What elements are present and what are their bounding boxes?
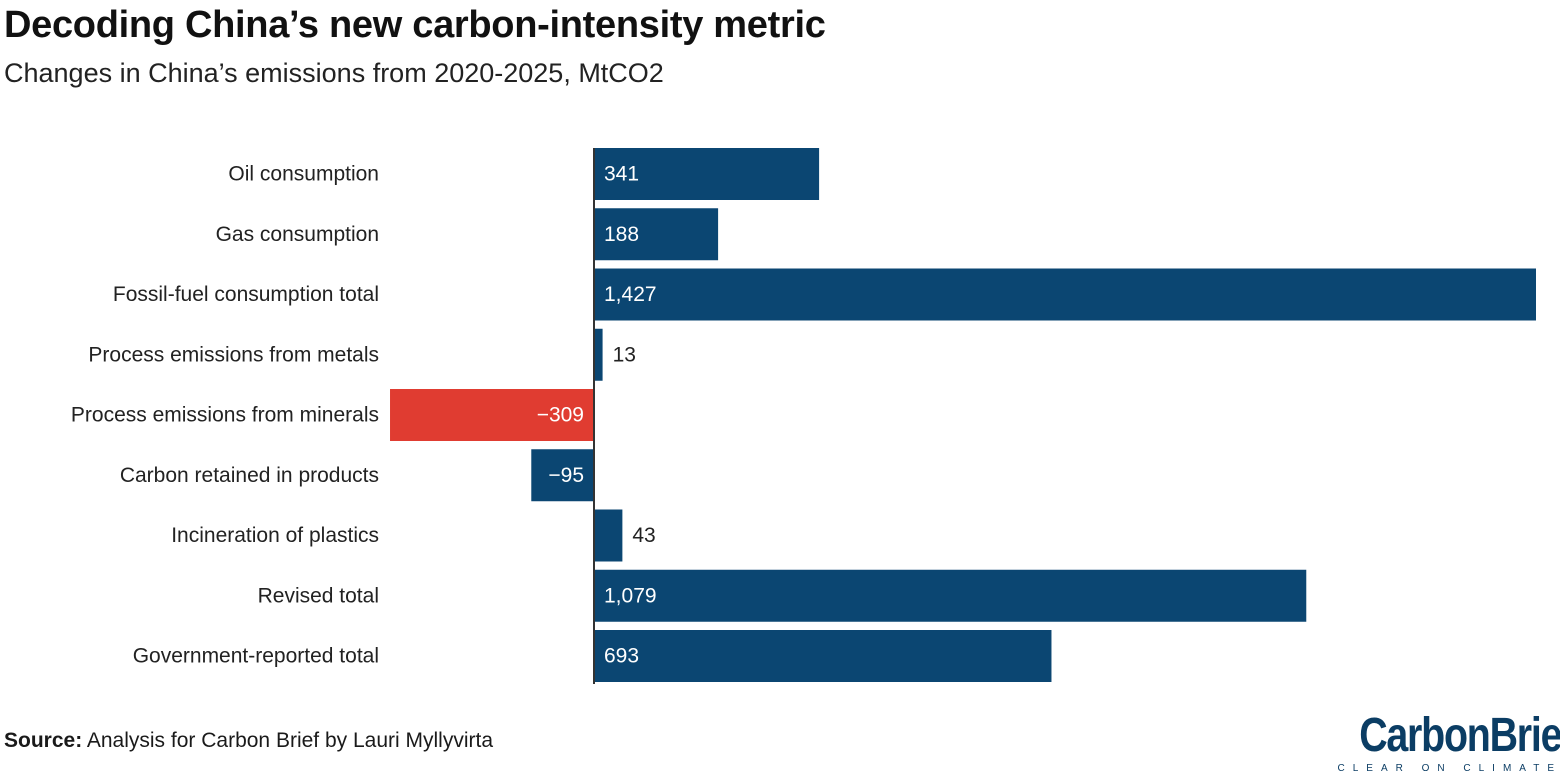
bar [594, 328, 603, 381]
value-label: 13 [613, 343, 636, 366]
value-label: 693 [604, 645, 639, 668]
category-label: Gas consumption [216, 223, 379, 246]
category-label: Process emissions from minerals [71, 404, 379, 427]
carbon-brief-logo: CarbonBrief CLEAR ON CLIMATE [1316, 709, 1560, 775]
bar [594, 569, 1307, 622]
bar [594, 208, 719, 261]
bar-chart: Oil consumption 341 Gas consumption 188 Foss… [71, 148, 1536, 684]
bar [594, 509, 623, 562]
bar [594, 268, 1536, 321]
logo-wordmark: CarbonBrief [1359, 709, 1560, 762]
logo-tagline: CLEAR ON CLIMATE [1337, 763, 1560, 774]
bar [594, 148, 820, 200]
category-label: Process emissions from metals [88, 343, 379, 366]
bar [531, 449, 594, 502]
value-label: 1,079 [604, 584, 657, 607]
value-label: −95 [548, 464, 584, 487]
source-note: Source: Analysis for Carbon Brief by Lau… [4, 729, 493, 753]
chart-title: Decoding China’s new carbon-intensity me… [4, 4, 826, 46]
category-label: Oil consumption [228, 163, 379, 186]
bar [390, 389, 594, 441]
category-label: Government-reported total [133, 645, 379, 668]
category-label: Revised total [258, 584, 379, 607]
value-label: 1,427 [604, 283, 657, 306]
value-label: 188 [604, 223, 639, 246]
value-label: −309 [537, 404, 584, 427]
value-label: 43 [632, 524, 655, 547]
chart-subtitle: Changes in China’s emissions from 2020-2… [4, 58, 664, 88]
category-label: Incineration of plastics [171, 524, 379, 547]
category-label: Fossil-fuel consumption total [113, 283, 379, 306]
bar [594, 630, 1052, 682]
category-label: Carbon retained in products [120, 464, 379, 487]
source-label: Source: [4, 729, 83, 752]
value-label: 341 [604, 163, 639, 186]
source-text: Analysis for Carbon Brief by Lauri Mylly… [82, 729, 493, 752]
